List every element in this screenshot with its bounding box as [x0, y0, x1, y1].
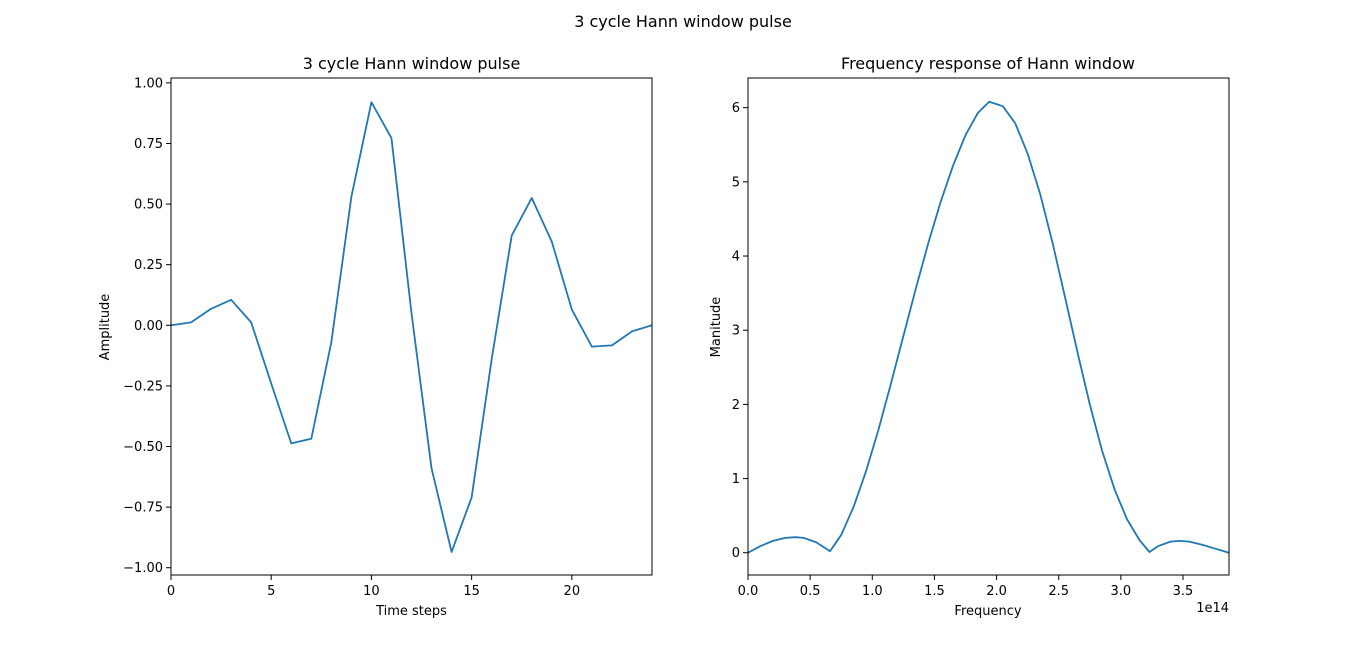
time-domain-xtick-label: 10: [363, 584, 380, 599]
frequency-response-xtick-label: 0.5: [800, 584, 821, 599]
time-domain-ytick-label: −1.00: [123, 561, 163, 576]
frequency-response-ylabel: Manitude: [709, 297, 724, 358]
frequency-response-xtick-label: 1.5: [924, 584, 945, 599]
time-domain-ytick-label: 0.75: [134, 137, 163, 152]
frequency-response-ticks: 0.0 0.5 1.0 1.5 2.0 2.5 3.0 3.5 0 1 2 3 4 5 6: [732, 101, 1194, 599]
time-domain-xtick-label: 15: [463, 584, 480, 599]
figure-suptitle: 3 cycle Hann window pulse: [574, 12, 792, 31]
frequency-response-ytick-label: 0: [732, 546, 740, 561]
frequency-response-ytick-label: 1: [732, 472, 740, 487]
time-domain-axes: 3 cycle Hann window pulse 0 5 10 15 20 −1.00 −…: [98, 54, 653, 619]
time-domain-ticks: 0 5 10 15 20 −1.00 −0.75 −0.50 −0.25 0.00 0.25 0.50…: [123, 76, 580, 599]
time-domain-xtick-label: 20: [564, 584, 581, 599]
time-domain-xlabel: Time steps: [375, 604, 447, 619]
time-domain-ytick-label: −0.50: [123, 440, 163, 455]
time-domain-plot-frame: [170, 77, 653, 576]
time-domain-ytick-label: 0.25: [134, 258, 163, 273]
frequency-response-ytick-label: 6: [732, 101, 740, 116]
frequency-response-ytick-label: 5: [732, 175, 740, 190]
frequency-response-xtick-label: 3.0: [1111, 584, 1132, 599]
time-domain-pulse-line: [170, 101, 653, 553]
frequency-response-xtick-label: 0.0: [738, 584, 759, 599]
time-domain-ytick-label: 0.50: [134, 198, 163, 213]
time-domain-ylabel: Amplitude: [98, 294, 113, 361]
frequency-response-ytick-label: 2: [732, 398, 740, 413]
frequency-response-title: Frequency response of Hann window: [841, 54, 1135, 73]
frequency-response-xtick-label: 2.0: [986, 584, 1007, 599]
frequency-response-ytick-label: 4: [732, 250, 740, 265]
time-domain-title: 3 cycle Hann window pulse: [303, 54, 521, 73]
frequency-response-axes: Frequency response of Hann window 0.0 0.5…: [709, 54, 1230, 619]
frequency-response-xtick-label: 1.0: [862, 584, 883, 599]
time-domain-xtick-label: 5: [267, 584, 275, 599]
frequency-response-ytick-label: 3: [732, 324, 740, 339]
frequency-response-xtick-label: 3.5: [1173, 584, 1194, 599]
time-domain-xtick-label: 0: [167, 584, 175, 599]
time-domain-ytick-label: −0.25: [123, 379, 163, 394]
time-domain-ytick-label: 1.00: [134, 76, 163, 91]
frequency-response-magnitude-line: [747, 100, 1230, 554]
time-domain-ytick-label: −0.75: [123, 501, 163, 516]
time-domain-ytick-label: 0.00: [134, 319, 163, 334]
frequency-axis-offset-text: 1e14: [1196, 601, 1229, 616]
frequency-response-plot-frame: [747, 77, 1230, 576]
frequency-response-xtick-label: 2.5: [1048, 584, 1069, 599]
frequency-response-xlabel: Frequency: [954, 604, 1021, 619]
